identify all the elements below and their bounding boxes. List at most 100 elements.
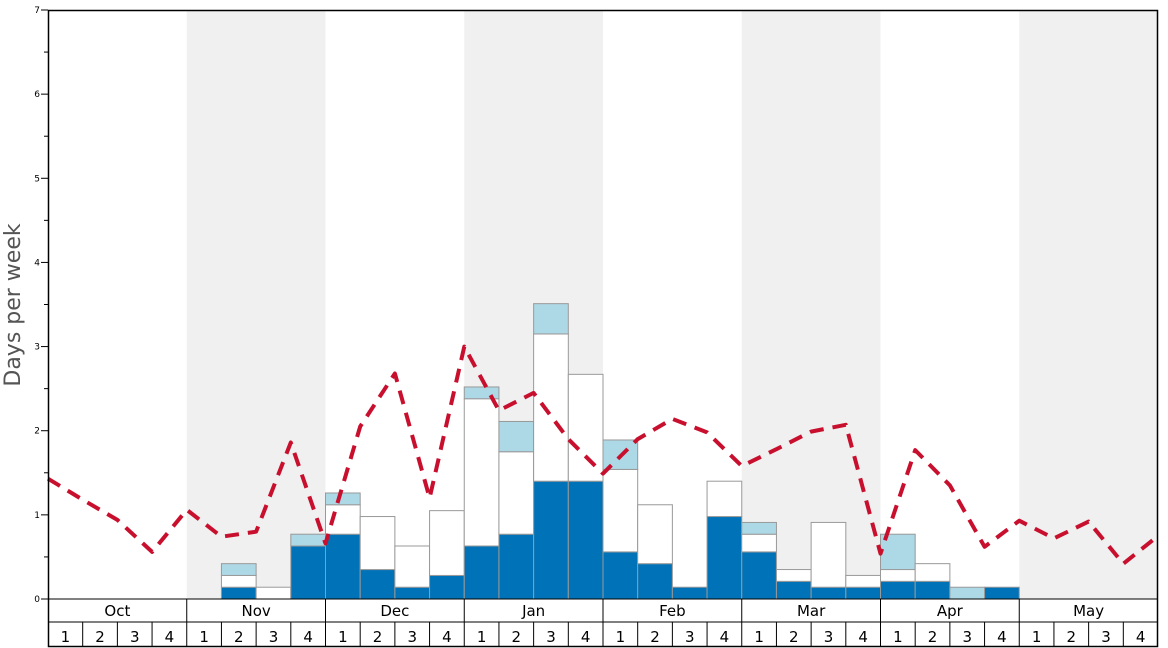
bar-segment-white: [706, 480, 743, 518]
bar-segment-light: [220, 563, 257, 576]
week-label: 3: [685, 628, 695, 646]
month-label: Feb: [659, 602, 686, 620]
plot-frame: [47, 9, 1159, 648]
week-label: 1: [754, 628, 764, 646]
week-label: 2: [95, 628, 105, 646]
week-label: 2: [650, 628, 660, 646]
bar-segment-white: [533, 333, 569, 482]
week-label: 3: [130, 628, 140, 646]
bar-segment-white: [359, 516, 396, 571]
bar-segment-white: [255, 586, 292, 600]
week-label: 4: [303, 628, 313, 646]
y-tick-label: 0: [34, 595, 40, 605]
week-label: 2: [928, 628, 938, 646]
trend-line: [46, 344, 1160, 566]
week-label: 2: [234, 628, 244, 646]
y-tick-label: 5: [34, 174, 40, 184]
week-label: 2: [512, 628, 522, 646]
bar-segment-light: [741, 521, 777, 535]
week-label: 4: [581, 628, 591, 646]
y-tick-label: 7: [34, 6, 40, 16]
bar-segment-dark: [984, 586, 1020, 600]
bar-segment-dark: [706, 516, 743, 600]
month-label: Mar: [797, 602, 826, 620]
week-label: 1: [1032, 628, 1042, 646]
bar-segment-white: [463, 398, 500, 547]
month-label: Dec: [380, 602, 409, 620]
week-label: 1: [616, 628, 626, 646]
bar-segment-dark: [810, 586, 847, 600]
bar-segment-dark: [429, 574, 465, 600]
month-band: [186, 10, 326, 599]
y-tick-label: 1: [34, 511, 40, 521]
bar-segment-white: [775, 569, 812, 582]
bar-segment-light: [533, 303, 569, 335]
week-label: 1: [893, 628, 903, 646]
month-label: Oct: [104, 602, 130, 620]
bar-segment-dark: [775, 580, 812, 600]
week-label: 1: [338, 628, 348, 646]
week-label: 3: [407, 628, 417, 646]
bar-segment-white: [810, 521, 847, 588]
bar-segment-light: [463, 386, 500, 400]
bar-segment-white: [567, 373, 604, 482]
bar-segment-dark: [880, 580, 916, 600]
week-label: 3: [546, 628, 556, 646]
month-label: May: [1073, 602, 1104, 620]
bar-segment-white: [914, 563, 951, 582]
week-label: 4: [997, 628, 1007, 646]
bar-segment-white: [880, 569, 916, 582]
y-axis-label: Days per week: [1, 223, 26, 386]
bar-segment-dark: [845, 586, 881, 600]
month-label: Jan: [521, 602, 545, 620]
week-label: 4: [720, 628, 730, 646]
bar-segment-dark: [637, 563, 673, 600]
bar-segment-white: [637, 504, 673, 565]
bar-segment-dark: [290, 545, 326, 600]
bar-segment-white: [498, 451, 535, 535]
month-band: [741, 10, 881, 599]
bar-segment-dark: [671, 586, 708, 600]
bar-segment-dark: [567, 480, 604, 600]
week-label: 3: [1101, 628, 1111, 646]
bar-segment-dark: [498, 533, 535, 600]
week-label: 1: [199, 628, 209, 646]
y-tick-label: 6: [34, 90, 40, 100]
month-label: Nov: [241, 602, 270, 620]
bar-segment-dark: [325, 533, 361, 600]
week-label: 3: [962, 628, 972, 646]
bar-segment-dark: [394, 586, 431, 600]
bar-segment-dark: [741, 551, 777, 600]
week-label: 2: [789, 628, 799, 646]
bar-segment-white: [845, 574, 881, 588]
week-label: 4: [1136, 628, 1146, 646]
y-tick-label: 2: [34, 427, 40, 437]
month-label: Apr: [937, 602, 964, 620]
week-label: 2: [373, 628, 383, 646]
bar-segment-white: [220, 574, 257, 588]
trend-line-group: [46, 344, 1160, 566]
week-label: 3: [824, 628, 834, 646]
bar-segment-dark: [359, 569, 396, 600]
bar-segment-dark: [602, 551, 639, 600]
bar-segment-light: [880, 533, 916, 571]
week-label: 2: [1067, 628, 1077, 646]
y-tick-label: 4: [34, 258, 40, 268]
bar-segment-light: [325, 492, 361, 506]
bar-segment-dark: [533, 480, 569, 600]
y-tick-label: 3: [34, 343, 40, 353]
bars: [220, 303, 1020, 600]
bar-segment-white: [741, 533, 777, 553]
bar-segment-light: [498, 420, 535, 453]
bar-segment-light: [290, 533, 326, 547]
bar-segment-white: [394, 545, 431, 588]
bar-segment-white: [429, 510, 465, 576]
bar-segment-dark: [914, 580, 951, 600]
week-label: 4: [165, 628, 175, 646]
y-axis: 0 1 2 3 4 5 6 7: [34, 6, 48, 605]
week-label: 1: [61, 628, 71, 646]
week-label: 3: [269, 628, 279, 646]
week-label: 4: [442, 628, 452, 646]
x-axis: Oct Nov Dec Jan Feb Mar Apr May 1 2 3 4 1 2 3 4 1 2 3 4 1 2 3 4…: [48, 598, 1158, 646]
